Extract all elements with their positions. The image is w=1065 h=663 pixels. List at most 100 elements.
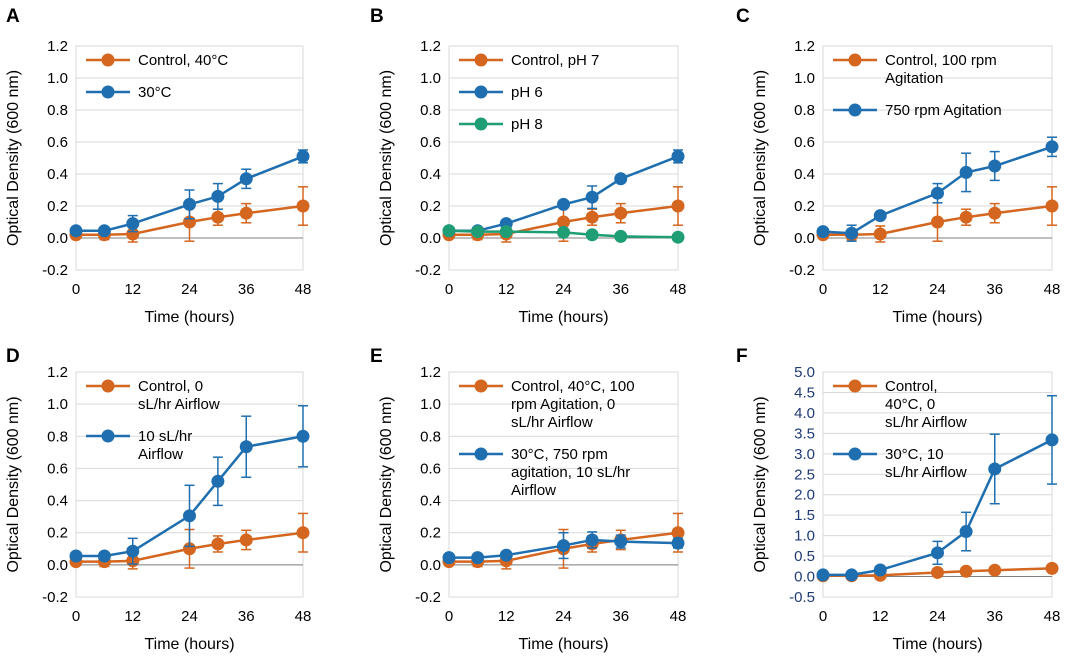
x-tick-label: 48: [295, 608, 312, 625]
x-tick-label: 12: [872, 608, 889, 625]
y-tick-label: 0.4: [420, 493, 441, 510]
data-point: [499, 225, 513, 239]
legend-label: Airflow: [511, 482, 556, 499]
series-blue: [816, 136, 1059, 242]
y-tick-label: 0.4: [47, 166, 68, 183]
x-axis-title: Time (hours): [144, 636, 234, 653]
y-tick-label: 0.4: [420, 166, 441, 183]
y-tick-label: 0.0: [47, 557, 68, 574]
data-point: [671, 526, 685, 540]
y-axis-title: Optical Density (600 nm): [5, 70, 22, 246]
x-tick-label: 12: [124, 281, 141, 298]
x-tick-label: 12: [872, 281, 889, 298]
legend-label: Control, 40°C: [138, 52, 228, 69]
legend-marker: [474, 117, 488, 131]
x-tick-label: 48: [1044, 608, 1061, 625]
legend-label: Control,: [885, 378, 938, 395]
data-point: [931, 186, 944, 200]
data-point: [557, 225, 570, 239]
data-point: [931, 565, 944, 579]
y-tick-label: 0.0: [47, 230, 68, 247]
x-tick-label: 0: [445, 608, 453, 625]
y-tick-label: 0.2: [47, 198, 68, 215]
legend-marker: [848, 379, 862, 393]
x-tick-label: 48: [670, 281, 687, 298]
series-blue: [69, 149, 310, 238]
x-tick-label: 36: [986, 281, 1003, 298]
y-axis-title: Optical Density (600 nm): [752, 396, 769, 572]
legend-label: sL/hr Airflow: [885, 464, 967, 481]
plot-frame: [75, 371, 304, 598]
y-tick-label: 3.0: [794, 446, 815, 463]
x-tick-label: 24: [181, 608, 198, 625]
data-point: [988, 563, 1002, 577]
data-point: [988, 462, 1002, 476]
series-blue: [442, 531, 685, 565]
x-tick-label: 24: [181, 281, 198, 298]
legend-label: 750 rpm Agitation: [885, 102, 1002, 119]
data-point: [69, 224, 83, 238]
legend-marker: [474, 85, 488, 99]
panel-a: A -0.2 0.0 0.2 0.4 0.6 0.8 1.0 1.2 0 12 24 36 48 Time …: [5, 6, 311, 326]
data-point: [873, 563, 887, 577]
legend-label: rpm Agitation, 0: [511, 396, 615, 413]
y-tick-label: -0.2: [42, 262, 68, 279]
data-point: [126, 217, 140, 231]
data-point: [845, 568, 859, 582]
data-point: [442, 224, 456, 238]
panel-c: C -0.2 0.0 0.2 0.4 0.6 0.8 1.0 1.2 0 12 24 36 48 Time …: [736, 6, 1060, 326]
data-point: [296, 199, 310, 213]
x-tick-label: 36: [986, 608, 1003, 625]
y-tick-label: 0.0: [420, 557, 441, 574]
y-tick-label: 0.6: [420, 134, 441, 151]
y-tick-label: -0.2: [789, 262, 815, 279]
data-point: [1045, 140, 1059, 154]
y-axis-title: Optical Density (600 nm): [5, 396, 22, 572]
panel-label: C: [736, 6, 750, 27]
y-tick-label: 0.8: [47, 102, 68, 119]
x-tick-label: 0: [819, 281, 827, 298]
legend-label: Control, 40°C, 100: [511, 378, 635, 395]
legend-marker: [474, 53, 488, 67]
data-point: [557, 215, 570, 229]
y-tick-label: 2.5: [794, 466, 815, 483]
x-tick-label: 24: [555, 281, 572, 298]
y-tick-label: 4.0: [794, 405, 815, 422]
x-tick-label: 24: [929, 608, 946, 625]
y-tick-label: 1.0: [794, 70, 815, 87]
x-axis-title: Time (hours): [144, 309, 234, 326]
data-point: [183, 197, 196, 211]
y-tick-label: 1.2: [47, 364, 68, 381]
y-tick-label: 1.0: [47, 396, 68, 413]
x-axis-title: Time (hours): [518, 636, 608, 653]
y-tick-label: 0.8: [794, 102, 815, 119]
data-point: [471, 225, 485, 239]
data-point: [845, 226, 859, 240]
legend-label: 30°C: [138, 84, 172, 101]
y-axis-title: Optical Density (600 nm): [378, 396, 395, 572]
data-point: [614, 206, 628, 220]
y-axis-title: Optical Density (600 nm): [378, 70, 395, 246]
legend-label: pH 8: [511, 116, 543, 133]
x-tick-label: 12: [498, 608, 515, 625]
data-point: [211, 210, 225, 224]
data-point: [1045, 561, 1059, 575]
data-point: [1045, 199, 1059, 213]
x-axis-title: Time (hours): [892, 309, 982, 326]
legend-label: sL/hr Airflow: [138, 396, 220, 413]
y-tick-label: 0.4: [794, 166, 815, 183]
data-point: [873, 209, 887, 223]
data-point: [239, 206, 253, 220]
x-tick-label: 0: [445, 281, 453, 298]
data-point: [211, 537, 225, 551]
legend-marker: [474, 379, 488, 393]
legend-marker: [848, 447, 862, 461]
panel-label: B: [370, 6, 384, 27]
y-tick-label: 5.0: [794, 364, 815, 381]
data-point: [97, 224, 111, 238]
data-point: [211, 474, 225, 488]
